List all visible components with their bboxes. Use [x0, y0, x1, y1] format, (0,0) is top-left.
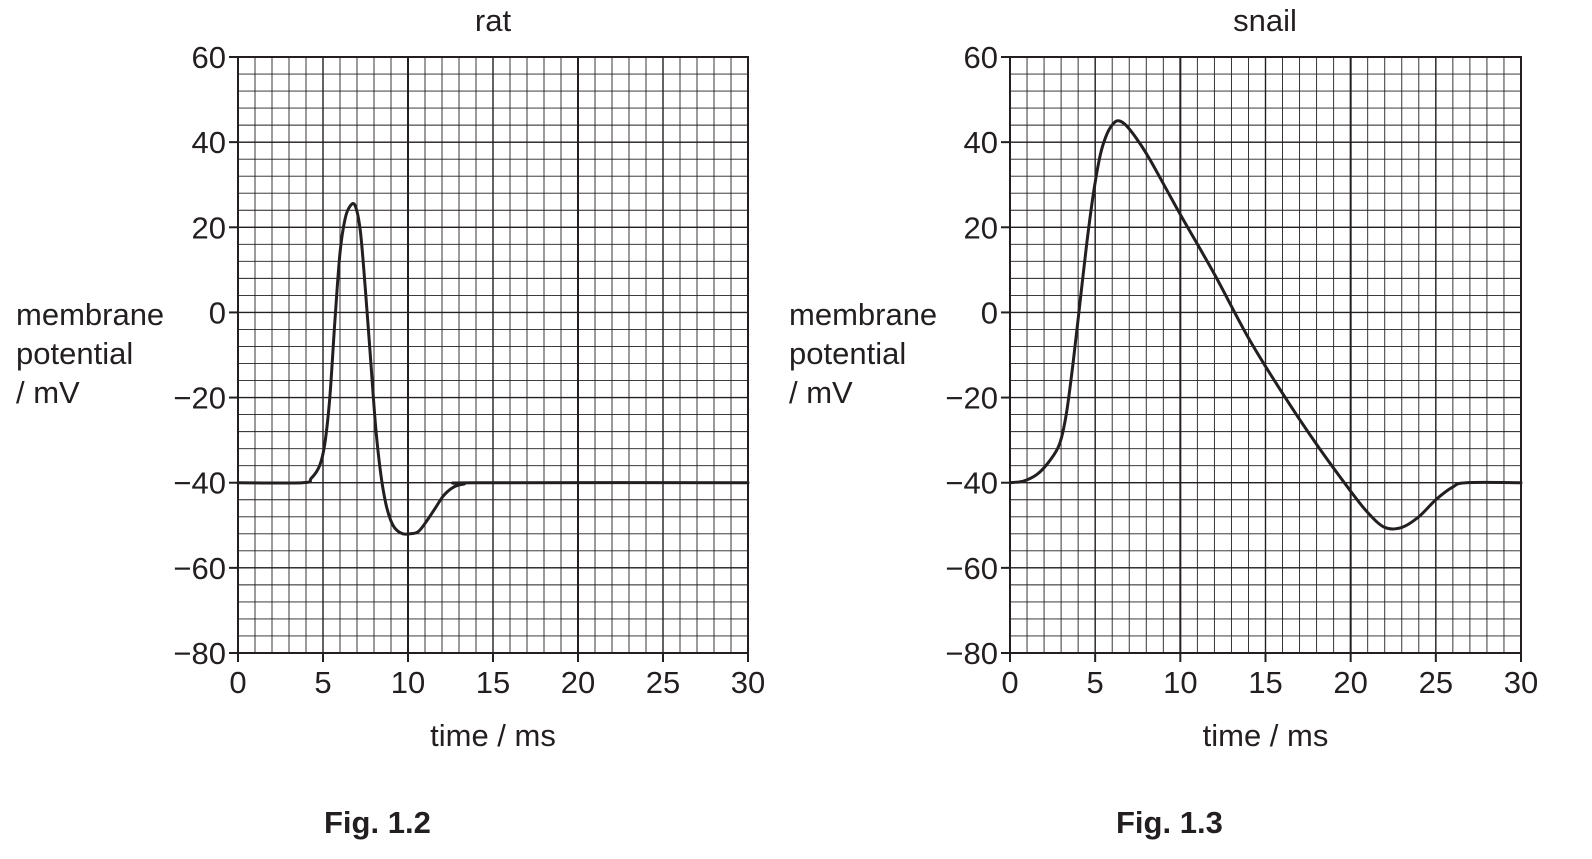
ticks — [1001, 56, 1522, 662]
y-tick-label: −60 — [173, 551, 226, 586]
ticks — [229, 56, 749, 662]
y-axis-label-line: / mV — [16, 375, 80, 410]
y-axis-label-line: potential — [16, 336, 134, 371]
figure-caption-snail: Fig. 1.3 — [1116, 805, 1223, 840]
x-tick-label: 15 — [476, 665, 510, 700]
y-tick-label: 60 — [964, 40, 998, 75]
y-tick-label: 0 — [981, 295, 998, 330]
y-axis-label-line: membrane — [789, 297, 938, 332]
y-tick-label: −80 — [945, 636, 998, 671]
y-tick-label: −60 — [945, 551, 998, 586]
x-tick-label: 0 — [1001, 665, 1018, 700]
series-line-snail — [1008, 119, 1523, 531]
y-tick-label: 20 — [192, 210, 226, 245]
x-tick-label: 25 — [646, 665, 680, 700]
figure-caption-rat: Fig. 1.2 — [324, 805, 431, 840]
y-axis-label-line: potential — [789, 336, 907, 371]
medium-grid — [237, 56, 749, 654]
y-tick-label: 40 — [192, 125, 226, 160]
x-tick-label: 25 — [1419, 665, 1453, 700]
y-tick-label: −20 — [945, 381, 998, 416]
y-axis-label-rat: membrane potential / mV — [16, 295, 164, 412]
y-tick-label: 40 — [964, 125, 998, 160]
x-tick-label: 20 — [561, 665, 595, 700]
y-tick-label: −20 — [173, 381, 226, 416]
y-tick-label: −40 — [945, 466, 998, 501]
y-axis-label-snail: membrane potential / mV — [789, 295, 937, 412]
x-tick-label: 5 — [1087, 665, 1104, 700]
medium-grid — [1009, 56, 1522, 654]
x-tick-label: 10 — [1163, 665, 1197, 700]
x-tick-label: 20 — [1333, 665, 1367, 700]
x-tick-label: 15 — [1248, 665, 1282, 700]
y-tick-label: −80 — [173, 636, 226, 671]
series-line-rat — [236, 202, 750, 536]
y-tick-label: 20 — [964, 210, 998, 245]
x-tick-label: 10 — [391, 665, 425, 700]
x-axis-label: time / ms — [1203, 718, 1329, 753]
x-tick-label: 0 — [229, 665, 246, 700]
chart-title: snail — [1233, 3, 1297, 38]
y-axis-label-line: membrane — [16, 297, 165, 332]
x-tick-label: 30 — [1504, 665, 1538, 700]
x-tick-label: 30 — [731, 665, 765, 700]
chart-title: rat — [475, 3, 512, 38]
y-axis-label-line: / mV — [789, 375, 853, 410]
y-tick-label: 60 — [192, 40, 226, 75]
y-tick-label: −40 — [173, 466, 226, 501]
y-tick-label: 0 — [209, 295, 226, 330]
x-tick-label: 5 — [314, 665, 331, 700]
x-axis-label: time / ms — [430, 718, 556, 753]
